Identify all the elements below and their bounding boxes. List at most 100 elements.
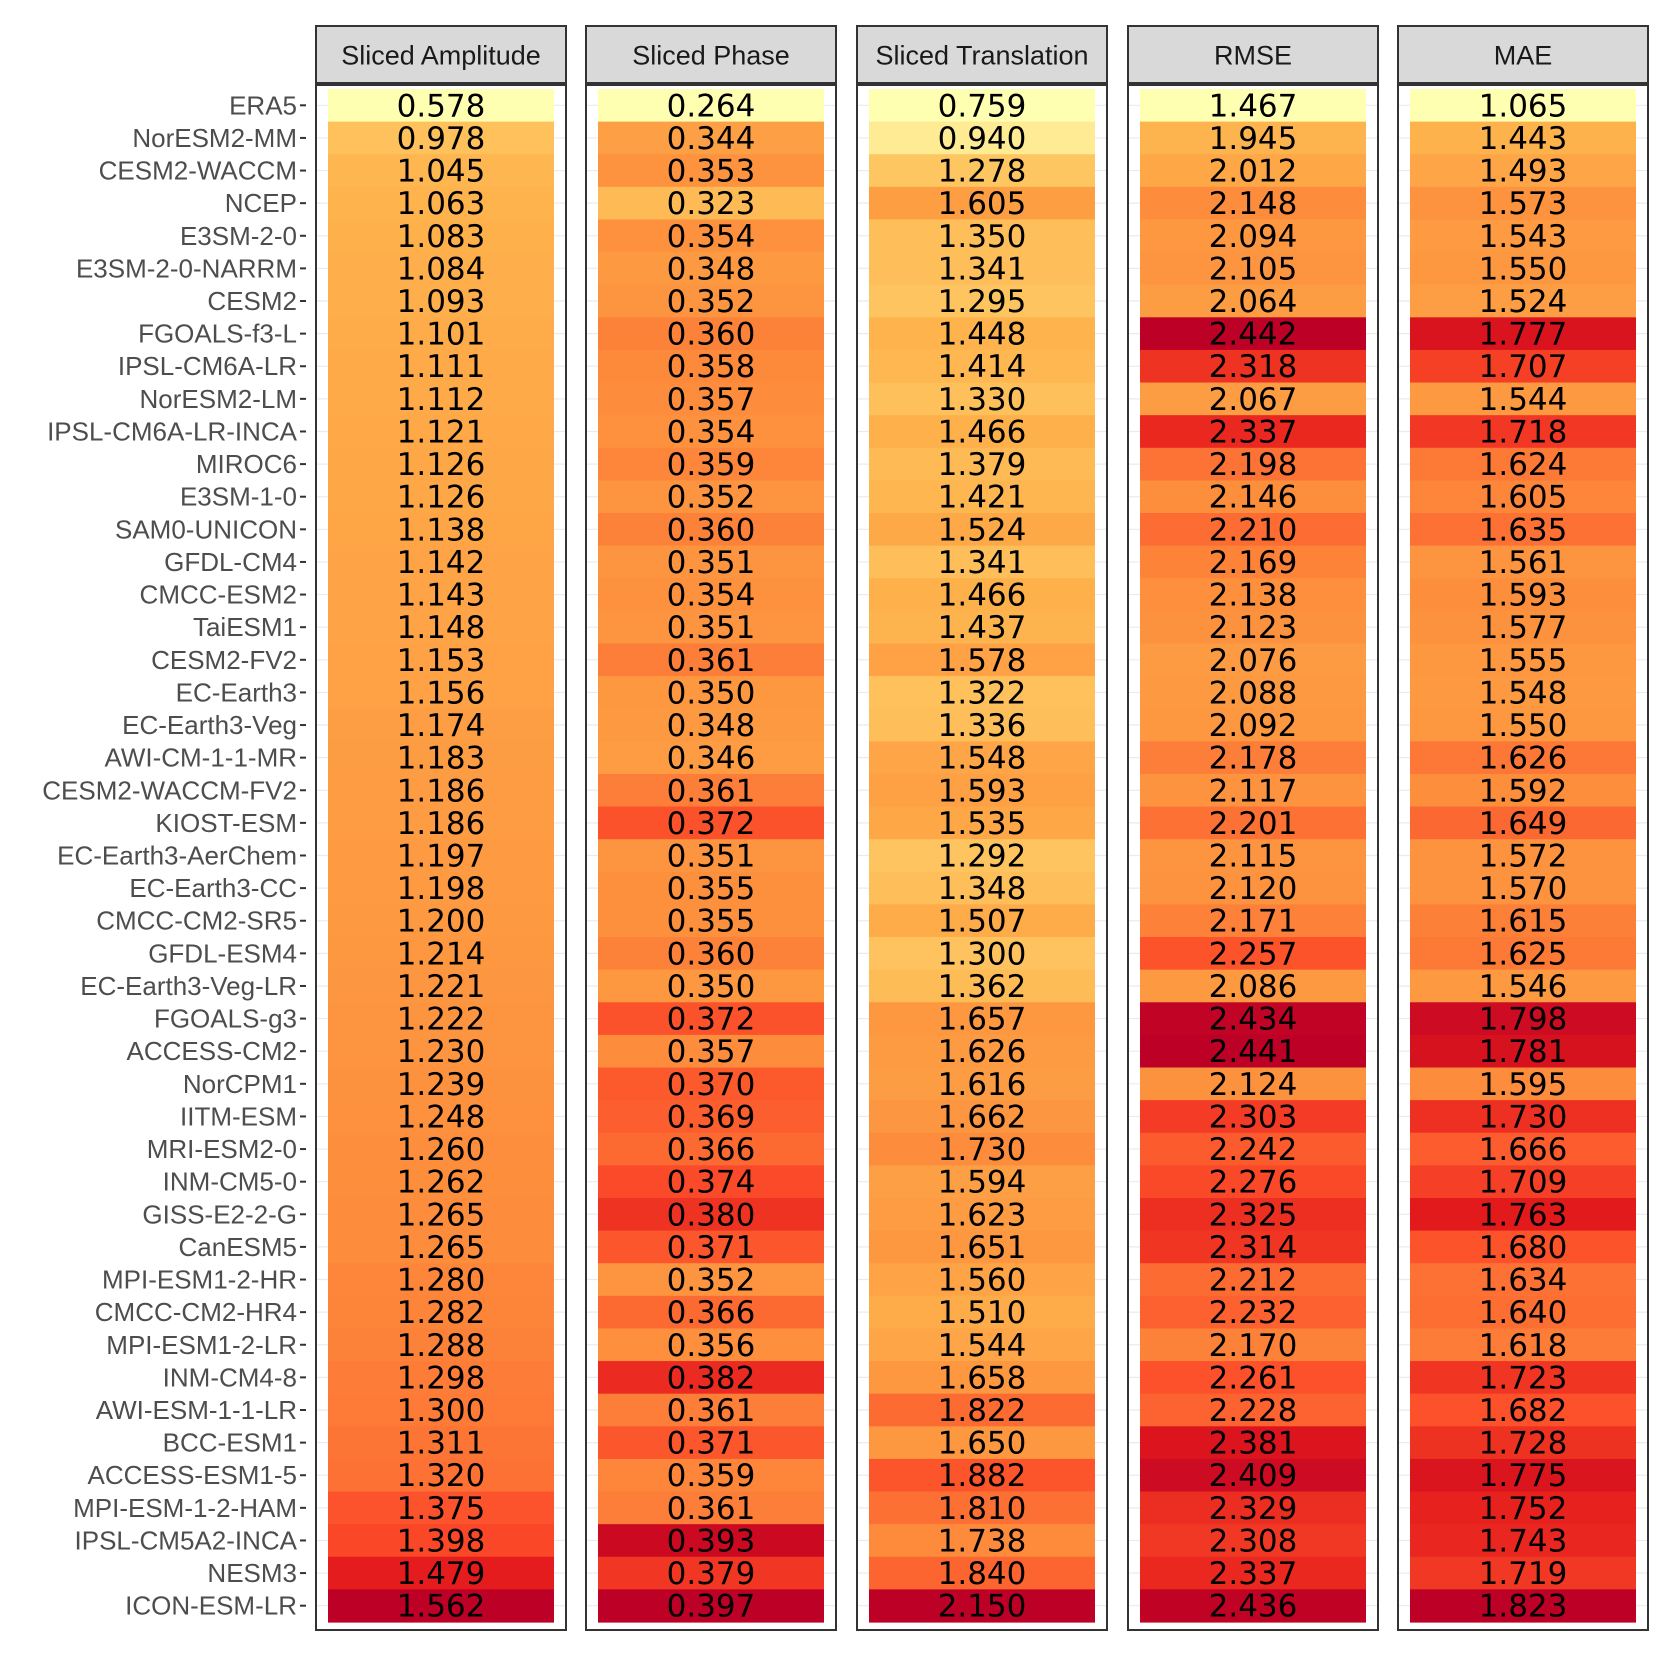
panel-border — [1127, 84, 1379, 1631]
cell-value-label: 0.361 — [667, 1491, 756, 1527]
heatmap-cell — [869, 871, 1095, 906]
heatmap-cell — [598, 1197, 824, 1232]
cell-value-label: 1.775 — [1479, 1458, 1568, 1494]
heatmap-cell — [328, 773, 554, 808]
cell-value-label: 1.493 — [1479, 154, 1568, 190]
cell-value-label: 1.507 — [938, 904, 1027, 940]
cell-value-label: 1.153 — [397, 643, 486, 679]
cell-value-label: 1.626 — [938, 1034, 1027, 1070]
cell-value-label: 1.882 — [938, 1458, 1027, 1494]
cell-value-label: 1.640 — [1479, 1295, 1568, 1331]
cell-value-label: 2.198 — [1209, 447, 1298, 483]
cell-value-label: 2.308 — [1209, 1523, 1298, 1559]
heatmap-cell — [1140, 219, 1366, 253]
heatmap-cell — [328, 1165, 554, 1199]
cell-value-label: 1.341 — [938, 545, 1027, 581]
heatmap-cell — [1410, 839, 1636, 873]
cell-value-label: 0.354 — [667, 219, 756, 255]
row-label: BCC-ESM1 — [163, 1428, 297, 1458]
row-label: GFDL-CM4 — [164, 547, 297, 577]
cell-value-label: 1.592 — [1479, 773, 1568, 809]
heatmap-cell — [328, 643, 554, 677]
heatmap-cell — [869, 1100, 1095, 1134]
cell-value-label: 2.329 — [1209, 1491, 1298, 1527]
cell-value-label: 2.088 — [1209, 675, 1298, 711]
cell-value-label: 0.344 — [667, 121, 756, 157]
metric-panels: Sliced Amplitude0.5780.9781.0451.0631.08… — [315, 25, 1649, 1631]
heatmap-cell — [1410, 219, 1636, 253]
cell-value-label: 0.355 — [667, 904, 756, 940]
heatmap-cell — [1410, 1491, 1636, 1525]
heatmap-cell — [1140, 1067, 1366, 1101]
heatmap-cell — [328, 1067, 554, 1101]
cell-value-label: 1.280 — [397, 1263, 486, 1299]
heatmap-cell — [1410, 480, 1636, 514]
heatmap-cell — [1410, 284, 1636, 318]
heatmap-cell — [1410, 317, 1636, 351]
cell-value-label: 1.635 — [1479, 512, 1568, 548]
cell-value-label: 1.682 — [1479, 1393, 1568, 1429]
heatmap-cell — [1140, 969, 1366, 1003]
cell-value-label: 1.341 — [938, 251, 1027, 287]
heatmap-cell — [869, 1556, 1095, 1590]
heatmap-cell — [598, 773, 824, 808]
heatmap-cell — [1140, 1295, 1366, 1330]
heatmap-cell — [1410, 1132, 1636, 1166]
heatmap-cell — [1140, 1393, 1366, 1427]
cell-value-label: 0.351 — [667, 610, 756, 646]
heatmap-cell — [598, 904, 824, 938]
cell-value-label: 2.138 — [1209, 578, 1298, 614]
cell-value-label: 1.398 — [397, 1523, 486, 1559]
heatmap-cell — [598, 969, 824, 1003]
heatmap-cell — [328, 252, 554, 286]
heatmap-cell — [328, 415, 554, 449]
heatmap-cell — [869, 1263, 1095, 1297]
cell-value-label: 2.242 — [1209, 1132, 1298, 1168]
cell-value-label: 2.228 — [1209, 1393, 1298, 1429]
heatmap-cell — [328, 610, 554, 645]
heatmap-cell — [869, 1589, 1095, 1623]
heatmap-cell — [869, 676, 1095, 710]
panel: Sliced Translation0.7590.9401.2781.6051.… — [856, 25, 1108, 1631]
cell-value-label: 0.372 — [667, 806, 756, 842]
heatmap-cell — [1140, 1034, 1366, 1069]
cell-value-label: 1.605 — [1479, 480, 1568, 516]
cell-value-label: 0.353 — [667, 154, 756, 190]
cell-value-label: 1.230 — [397, 1034, 486, 1070]
cell-value-label: 1.101 — [397, 317, 486, 353]
heatmap-cell — [598, 513, 824, 547]
cell-value-label: 1.543 — [1479, 219, 1568, 255]
cell-value-label: 1.615 — [1479, 904, 1568, 940]
cell-value-label: 1.320 — [397, 1458, 486, 1494]
cell-value-label: 1.562 — [397, 1589, 486, 1625]
heatmap-cell — [328, 186, 554, 221]
panel: Sliced Amplitude0.5780.9781.0451.0631.08… — [315, 25, 567, 1631]
cell-value-label: 1.709 — [1479, 1165, 1568, 1201]
heatmap-cell — [598, 1426, 824, 1460]
cell-value-label: 1.823 — [1479, 1589, 1568, 1625]
cell-value-label: 0.323 — [667, 186, 756, 222]
heatmap-cell — [1410, 969, 1636, 1003]
heatmap-cell — [869, 578, 1095, 612]
heatmap-cell — [598, 1393, 824, 1427]
cell-value-label: 1.763 — [1479, 1197, 1568, 1233]
heatmap-cell — [1410, 186, 1636, 221]
cell-value-label: 1.657 — [938, 1002, 1027, 1038]
heatmap-cell — [1140, 643, 1366, 677]
cell-value-label: 1.728 — [1479, 1426, 1568, 1462]
cell-value-label: 1.752 — [1479, 1491, 1568, 1527]
heatmap-cell — [328, 513, 554, 547]
heatmap-cell — [598, 1002, 824, 1036]
cell-value-label: 1.577 — [1479, 610, 1568, 646]
cell-value-label: 1.548 — [938, 741, 1027, 777]
heatmap-cell — [1410, 676, 1636, 710]
heatmap-cell — [1410, 1393, 1636, 1427]
heatmap-cell — [1410, 1328, 1636, 1362]
cell-value-label: 1.065 — [1479, 88, 1568, 124]
cell-value-label: 2.169 — [1209, 545, 1298, 581]
heatmap-cell — [598, 871, 824, 906]
cell-value-label: 2.232 — [1209, 1295, 1298, 1331]
heatmap-cell — [598, 1034, 824, 1069]
heatmap-cell — [1140, 871, 1366, 906]
heatmap-cell — [598, 480, 824, 514]
